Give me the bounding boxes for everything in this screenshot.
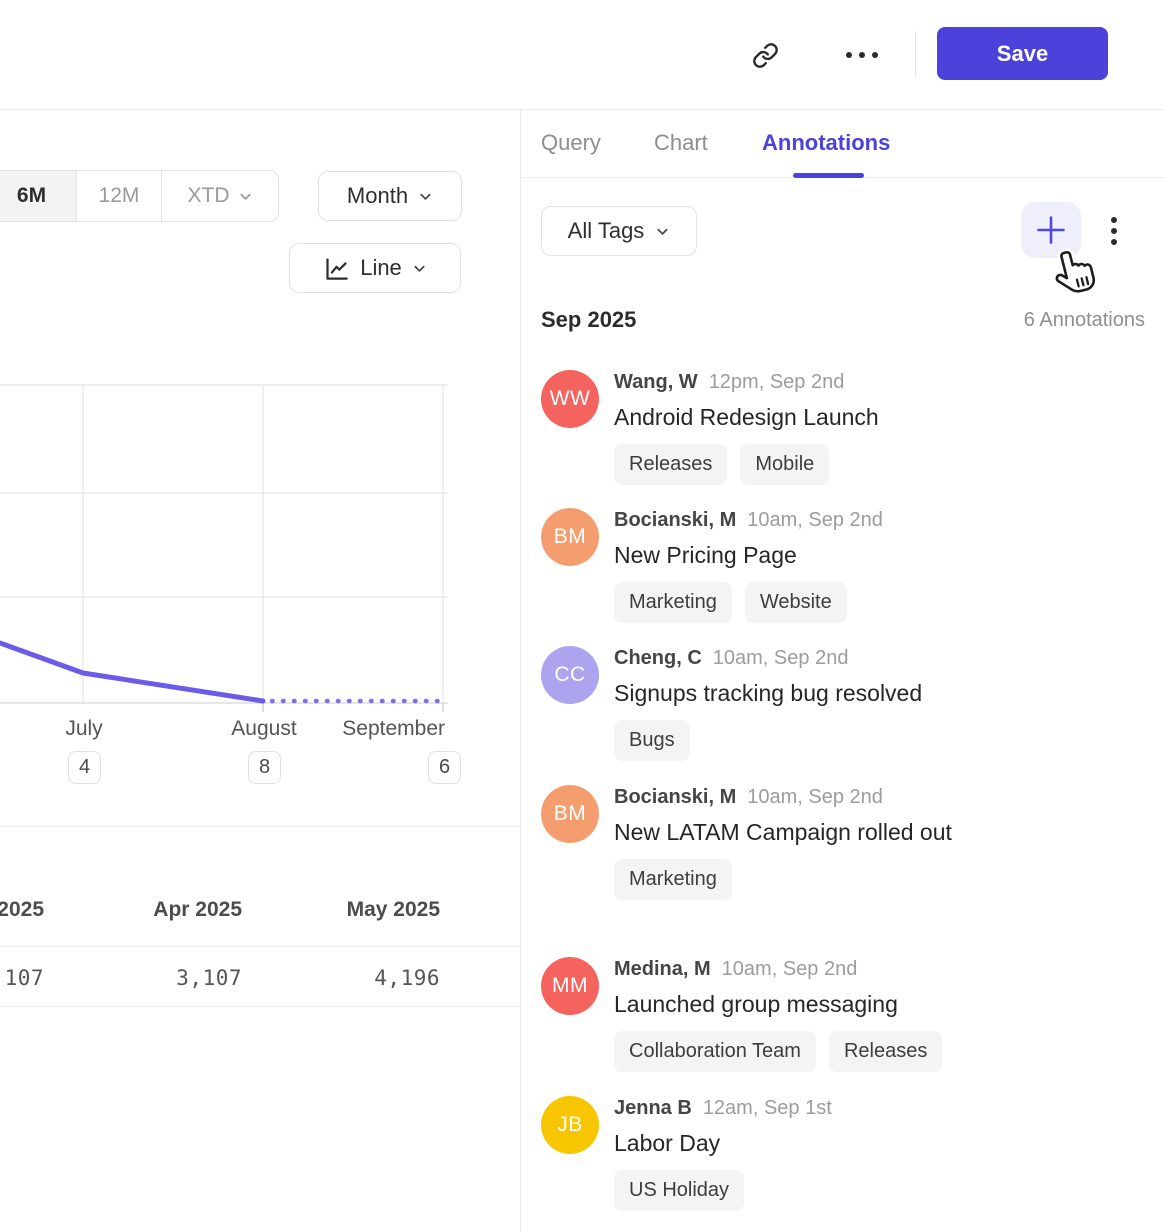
line-chart-icon: [326, 257, 348, 280]
annotation-timestamp: 10am, Sep 2nd: [747, 786, 883, 808]
annotation-count-badge-september[interactable]: 6: [428, 751, 461, 784]
table-header-col2: Apr 2025: [153, 898, 242, 921]
annotation-timestamp: 12am, Sep 1st: [702, 1097, 832, 1119]
range-6m-button[interactable]: 6M: [0, 171, 76, 221]
tag-chip[interactable]: Mobile: [740, 444, 830, 485]
annotation-item[interactable]: WW Wang, W 12pm, Sep 2nd Android Redesig…: [541, 370, 1145, 485]
annotation-author: Bocianski, M: [614, 509, 737, 531]
annotation-content: Medina, M 10am, Sep 2nd Launched group m…: [614, 957, 954, 1072]
annotation-author: Cheng, C: [614, 647, 702, 669]
avatar: CC: [541, 646, 599, 704]
top-bar: Save: [0, 0, 1164, 110]
annotation-content: Bocianski, M 10am, Sep 2nd New LATAM Cam…: [614, 785, 954, 900]
x-axis-label-august: August: [231, 717, 297, 740]
annotation-item[interactable]: CC Cheng, C 10am, Sep 2nd Signups tracki…: [541, 646, 1145, 761]
line-chart-plot[interactable]: [0, 380, 460, 716]
annotation-count-badge-august[interactable]: 8: [248, 751, 281, 784]
granularity-dropdown[interactable]: Month: [318, 171, 462, 221]
annotation-timestamp: 12pm, Sep 2nd: [708, 371, 845, 393]
chevron-down-icon: [657, 228, 668, 235]
header-divider: [915, 31, 916, 76]
range-xtd-label: XTD: [187, 184, 230, 207]
chevron-down-icon: [420, 193, 431, 200]
annotation-timestamp: 10am, Sep 2nd: [712, 647, 849, 669]
all-tags-filter-dropdown[interactable]: All Tags: [541, 206, 697, 256]
table-value-col1: 107: [4, 966, 44, 990]
plus-icon: [1037, 216, 1065, 244]
tag-chip[interactable]: US Holiday: [614, 1170, 745, 1211]
range-12m-button[interactable]: 12M: [76, 171, 161, 221]
more-actions-button[interactable]: [838, 40, 886, 70]
annotation-title: Labor Day: [614, 1130, 721, 1156]
tag-chip[interactable]: Bugs: [614, 720, 690, 761]
ellipsis-icon: [846, 52, 878, 58]
table-header-col3: May 2025: [346, 898, 440, 921]
granularity-label: Month: [346, 183, 409, 208]
annotation-content: Cheng, C 10am, Sep 2nd Signups tracking …: [614, 646, 954, 761]
month-group-header: Sep 2025: [541, 307, 637, 332]
annotation-author: Wang, W: [614, 371, 698, 393]
annotation-item[interactable]: BM Bocianski, M 10am, Sep 2nd New Pricin…: [541, 508, 1145, 623]
annotation-content: Jenna B 12am, Sep 1st Labor Day US Holid…: [614, 1096, 954, 1211]
panel-tab-bar: Query Chart Annotations: [521, 110, 1164, 178]
table-value-col3: 4,196: [374, 966, 440, 990]
x-axis-label-september: September: [342, 717, 445, 740]
annotation-count-badge-july[interactable]: 4: [68, 751, 101, 784]
chart-type-dropdown[interactable]: Line: [289, 243, 461, 293]
series-line-solid: [0, 640, 266, 704]
table-divider: [0, 826, 520, 827]
annotation-item[interactable]: BM Bocianski, M 10am, Sep 2nd New LATAM …: [541, 785, 1145, 900]
annotations-menu-button[interactable]: [1099, 208, 1129, 254]
table-value-col2: 3,107: [176, 966, 242, 990]
x-axis-label-july: July: [65, 717, 103, 740]
chevron-down-icon: [239, 193, 251, 200]
active-tab-underline: [793, 173, 864, 178]
annotation-content: Wang, W 12pm, Sep 2nd Android Redesign L…: [614, 370, 954, 485]
avatar: JB: [541, 1096, 599, 1154]
annotation-timestamp: 10am, Sep 2nd: [721, 958, 858, 980]
all-tags-label: All Tags: [567, 218, 645, 243]
avatar: BM: [541, 785, 599, 843]
annotation-item[interactable]: MM Medina, M 10am, Sep 2nd Launched grou…: [541, 957, 1145, 1072]
avatar: MM: [541, 957, 599, 1015]
tag-chip[interactable]: Marketing: [614, 582, 732, 623]
annotation-content: Bocianski, M 10am, Sep 2nd New Pricing P…: [614, 508, 954, 623]
table-divider: [0, 1006, 520, 1007]
annotation-author: Medina, M: [614, 958, 711, 980]
annotation-author: Jenna B: [614, 1097, 692, 1119]
tab-annotations[interactable]: Annotations: [762, 130, 891, 155]
annotation-title: New Pricing Page: [614, 542, 797, 568]
chart-type-label: Line: [360, 255, 402, 280]
annotations-count: 6 Annotations: [1023, 309, 1145, 331]
annotation-item[interactable]: JB Jenna B 12am, Sep 1st Labor Day US Ho…: [541, 1096, 1145, 1211]
range-xtd-button[interactable]: XTD: [161, 171, 278, 221]
table-divider: [0, 946, 520, 947]
copy-link-button[interactable]: [742, 40, 788, 70]
table-header-col1: 2025: [0, 898, 44, 921]
chart-panel: 6M 12M XTD Month Line July August Septem…: [0, 110, 521, 1232]
add-annotation-button[interactable]: [1021, 202, 1081, 258]
save-button[interactable]: Save: [937, 27, 1108, 80]
tag-chip[interactable]: Releases: [614, 444, 728, 485]
annotation-title: Android Redesign Launch: [614, 404, 879, 430]
tab-chart[interactable]: Chart: [654, 130, 708, 155]
tab-query[interactable]: Query: [541, 130, 601, 155]
annotation-author: Bocianski, M: [614, 786, 737, 808]
annotations-panel: Query Chart Annotations All Tags Sep 202…: [521, 110, 1164, 1232]
tag-chip[interactable]: Marketing: [614, 859, 732, 900]
tag-chip[interactable]: Releases: [828, 1031, 943, 1072]
link-icon: [752, 42, 779, 69]
annotation-title: New LATAM Campaign rolled out: [614, 819, 952, 845]
date-range-segmented-control: 6M 12M XTD: [0, 170, 279, 222]
annotation-title: Launched group messaging: [614, 991, 898, 1017]
tag-chip[interactable]: Collaboration Team: [614, 1031, 816, 1072]
tag-chip[interactable]: Website: [744, 582, 847, 623]
annotation-timestamp: 10am, Sep 2nd: [747, 509, 883, 531]
avatar: BM: [541, 508, 599, 566]
chevron-down-icon: [414, 265, 425, 272]
avatar: WW: [541, 370, 599, 428]
annotation-title: Signups tracking bug resolved: [614, 680, 923, 706]
